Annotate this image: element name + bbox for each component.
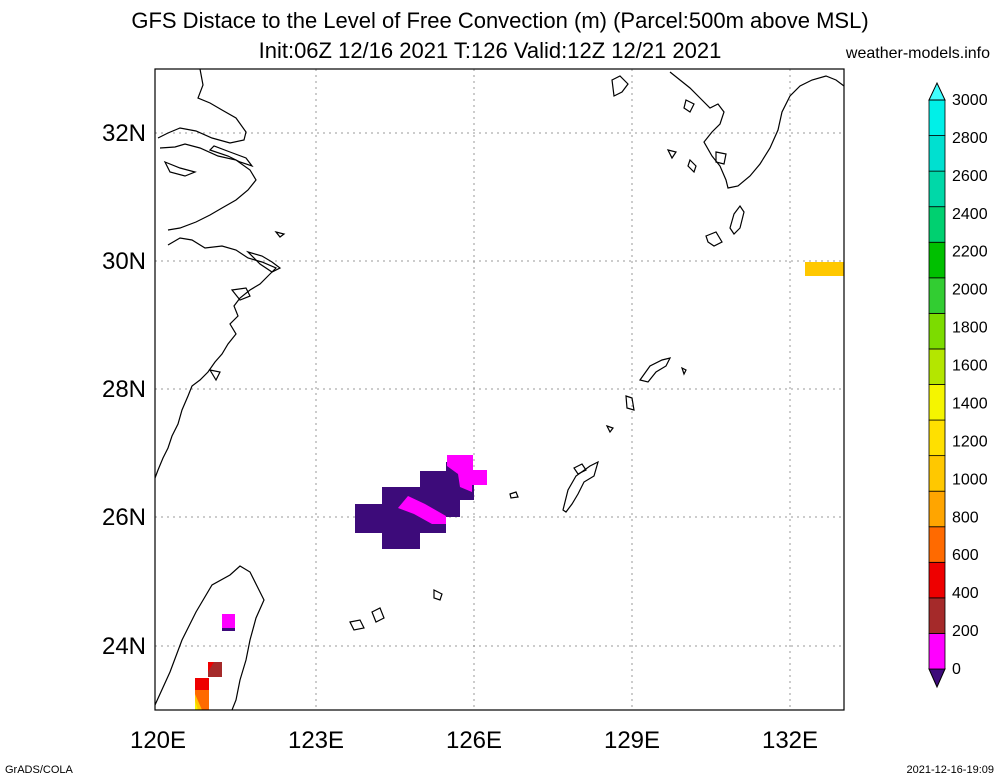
- footer-software: GrADS/COLA: [5, 764, 73, 776]
- lon-tick-label: 129E: [604, 727, 660, 754]
- lat-tick-label: 28N: [102, 376, 146, 403]
- colorbar-label: 200: [952, 623, 979, 640]
- colorbar-label: 2600: [952, 168, 988, 185]
- colorbar-segment: [928, 419, 946, 457]
- lon-axis: 120E 123E 126E 129E 132E: [130, 727, 818, 754]
- lon-tick-label: 120E: [130, 727, 186, 754]
- map-frame: [154, 68, 845, 711]
- colorbar-segment: [928, 277, 946, 314]
- colorbar-segment: [928, 312, 946, 350]
- colorbar-segment: [928, 526, 946, 563]
- lat-tick-label: 26N: [102, 504, 146, 531]
- lon-tick-label: 132E: [762, 727, 818, 754]
- coastlines: [155, 69, 844, 710]
- chart-subtitle: Init:06Z 12/16 2021 T:126 Valid:12Z 12/2…: [258, 38, 722, 63]
- lon-tick-label: 123E: [288, 727, 344, 754]
- colorbar-label: 400: [952, 585, 979, 602]
- colorbar-max-arrow: [928, 81, 946, 101]
- colorbar-label: 1000: [952, 471, 988, 488]
- colorbar-label: 1400: [952, 395, 988, 412]
- footer-timestamp: 2021-12-16-19:09: [906, 764, 994, 776]
- lfc-area-magenta-2: [398, 496, 446, 524]
- colorbar-segment: [928, 384, 946, 421]
- colorbar-label: 1200: [952, 433, 988, 450]
- chart-title: GFS Distace to the Level of Free Convect…: [131, 8, 869, 33]
- lat-axis: 32N 30N 28N 26N 24N: [102, 120, 146, 660]
- colorbar-label: 3000: [952, 92, 988, 109]
- colorbar-min-arrow: [928, 668, 946, 689]
- site-label: weather-models.info: [845, 45, 990, 62]
- colorbar-label: 600: [952, 547, 979, 564]
- lfc-area-yellow-east: [805, 262, 844, 276]
- colorbar-segment: [928, 455, 946, 492]
- colorbar-segment: [928, 241, 946, 279]
- colorbar-label: 0: [952, 661, 961, 678]
- colorbar-label: 2800: [952, 130, 988, 147]
- lat-tick-label: 32N: [102, 120, 146, 147]
- lfc-area-red-taiwan: [195, 678, 209, 690]
- colorbar-label: 2200: [952, 244, 988, 261]
- colorbar-label: 800: [952, 509, 979, 526]
- colorbar-segment: [928, 633, 946, 670]
- colorbar-label: 2400: [952, 206, 988, 223]
- colorbar-segment: [928, 170, 946, 208]
- colorbar-segment: [928, 348, 946, 385]
- lfc-area-magenta-taiwan: [222, 614, 235, 629]
- lat-tick-label: 30N: [102, 248, 146, 275]
- colorbar-segment: [928, 99, 946, 136]
- colorbar-label: 1600: [952, 358, 988, 375]
- colorbar-segment: [928, 561, 946, 599]
- colorbar-segment: [928, 597, 946, 634]
- colorbar-segment: [928, 206, 946, 243]
- lfc-area-magenta: [447, 455, 487, 492]
- colorbar-label: 1800: [952, 320, 988, 337]
- lat-tick-label: 24N: [102, 633, 146, 660]
- lon-tick-label: 126E: [446, 727, 502, 754]
- colorbar-segment: [928, 490, 946, 528]
- lfc-field: [195, 262, 844, 710]
- colorbar-label: 2000: [952, 282, 988, 299]
- colorbar: 0 200 400 600 800 1000 1200 1400 1600 1800 2000 220…: [928, 81, 988, 689]
- colorbar-segment: [928, 135, 946, 172]
